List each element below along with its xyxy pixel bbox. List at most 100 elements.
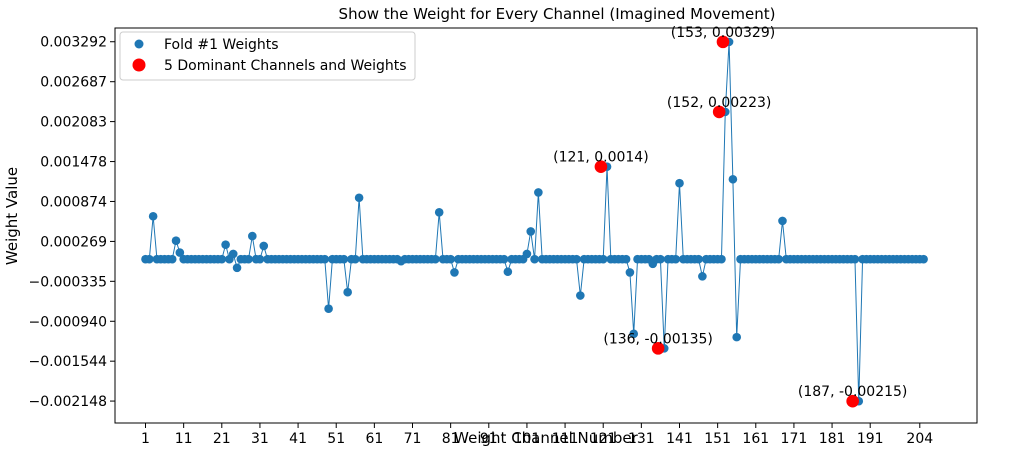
series-point-fold1: [625, 268, 635, 277]
x-tick-label: 51: [327, 431, 345, 447]
dominant-point-label: (153, 0.00329): [671, 25, 775, 41]
series-point-fold1: [919, 254, 928, 264]
y-tick-label: −0.000335: [28, 274, 107, 290]
series-point-fold1: [675, 178, 684, 188]
y-tick-label: 0.002687: [40, 75, 107, 91]
series-point-fold1: [259, 241, 269, 251]
series-point-fold1: [350, 254, 360, 264]
series-point-fold1: [728, 174, 738, 184]
series-point-fold1: [671, 254, 680, 264]
x-tick-label: 71: [404, 431, 422, 447]
series-point-fold1: [850, 254, 860, 264]
plot-area: [115, 28, 977, 423]
dominant-point-label: (152, 0.00223): [667, 95, 771, 111]
x-tick-label: 81: [442, 431, 460, 447]
series-point-fold1: [694, 254, 703, 264]
y-tick-label: 0.000269: [40, 234, 107, 250]
y-axis: −0.002148 −0.001544 −0.000940 −0.000335 0.00…: [28, 35, 115, 410]
series-point-fold1: [248, 231, 257, 241]
dominant-layer: [594, 35, 859, 408]
x-tick-label: 181: [819, 431, 846, 447]
x-tick-label: 21: [213, 431, 231, 447]
series-point-fold1: [145, 254, 154, 264]
series-point-fold1: [228, 249, 238, 259]
series-point-fold1: [598, 254, 608, 264]
legend-marker-fold1: [134, 39, 144, 49]
series-point-fold1: [339, 254, 349, 264]
y-tick-label: −0.000940: [28, 314, 107, 330]
series-point-fold1: [167, 254, 177, 264]
series-point-fold1: [446, 254, 455, 264]
series-point-fold1: [717, 254, 726, 264]
legend-marker-dominant: [132, 58, 146, 72]
plot-frame: [114, 27, 978, 424]
dominant-point-label: (136, -0.00135): [603, 331, 713, 347]
x-tick-label: 11: [175, 431, 193, 447]
series-point-fold1: [774, 254, 783, 264]
series-point-fold1: [656, 254, 665, 264]
series-point-fold1: [255, 254, 265, 264]
series-point-fold1: [148, 211, 158, 221]
series-point-fold1: [324, 304, 333, 314]
y-tick-label: 0.000874: [40, 194, 107, 210]
dominant-point: [594, 160, 608, 174]
series-point-fold1: [778, 216, 787, 226]
series-point-fold1: [534, 188, 543, 197]
x-tick-label: 151: [704, 431, 731, 447]
y-tick-label: 0.002083: [40, 115, 107, 131]
series-point-fold1: [530, 254, 539, 264]
dominant-point: [651, 342, 665, 355]
dominant-point-label: (187, -0.00215): [798, 384, 908, 400]
x-tick-label: 91: [480, 431, 498, 447]
dominant-point: [712, 105, 726, 119]
x-tick-label: 121: [590, 431, 617, 447]
annotation-layer: (121, 0.0014) (136, -0.00135) (152, 0.0022…: [553, 25, 907, 400]
series-point-fold1: [343, 287, 352, 297]
x-tick-label: 61: [365, 431, 383, 447]
x-tick-label: 131: [628, 431, 655, 447]
series-point-fold1: [450, 268, 459, 277]
x-tick-label: 141: [666, 431, 693, 447]
series-point-fold1: [434, 207, 444, 217]
x-tick-label: 161: [742, 431, 769, 447]
legend: Fold #1 Weights 5 Dominant Channels and …: [119, 31, 416, 81]
legend-label-dominant: 5 Dominant Channels and Weights: [164, 58, 407, 74]
series-point-fold1: [431, 254, 440, 264]
series-point-fold1: [526, 227, 536, 236]
series-point-fold1: [698, 272, 707, 281]
series-point-fold1: [732, 332, 742, 342]
series-point-fold1: [320, 254, 330, 264]
x-tick-label: 101: [514, 431, 541, 447]
series-point-fold1: [175, 248, 185, 257]
series-point-fold1: [221, 240, 230, 249]
x-tick-label: 204: [906, 431, 933, 447]
series-point-fold1: [244, 254, 253, 264]
legend-box: [119, 31, 416, 81]
x-tick-label: 31: [251, 431, 269, 447]
dominant-point: [716, 35, 730, 49]
dominant-point-label: (121, 0.0014): [553, 150, 649, 166]
chart-title: Show the Weight for Every Channel (Imagi…: [339, 5, 776, 23]
series-point-fold1: [503, 267, 513, 277]
y-axis-title: Weight Value: [3, 167, 21, 265]
series-point-fold1: [354, 193, 364, 203]
y-tick-label: −0.002148: [28, 394, 107, 410]
x-tick-label: 191: [857, 431, 884, 447]
x-tick-label: 41: [289, 431, 307, 447]
series-point-fold1: [232, 263, 242, 273]
x-tick-label: 1: [141, 431, 150, 447]
series-point-fold1: [572, 254, 581, 264]
series-point-fold1: [522, 249, 532, 259]
dominant-point: [846, 394, 859, 408]
x-axis-title: Weight Channel Number: [454, 429, 638, 447]
x-tick-label: 111: [552, 431, 579, 447]
y-tick-label: 0.001478: [40, 155, 107, 171]
series-point-fold1: [621, 254, 631, 264]
series-point-fold1: [217, 254, 227, 264]
series-point-fold1: [576, 291, 585, 300]
x-axis: 1 11 21 31 41 51 61 71 81 91 101 111 121 131 141 151 161…: [141, 423, 933, 447]
series-point-fold1: [499, 254, 509, 264]
legend-label-fold1: Fold #1 Weights: [164, 37, 279, 53]
y-tick-label: −0.001544: [28, 354, 107, 370]
